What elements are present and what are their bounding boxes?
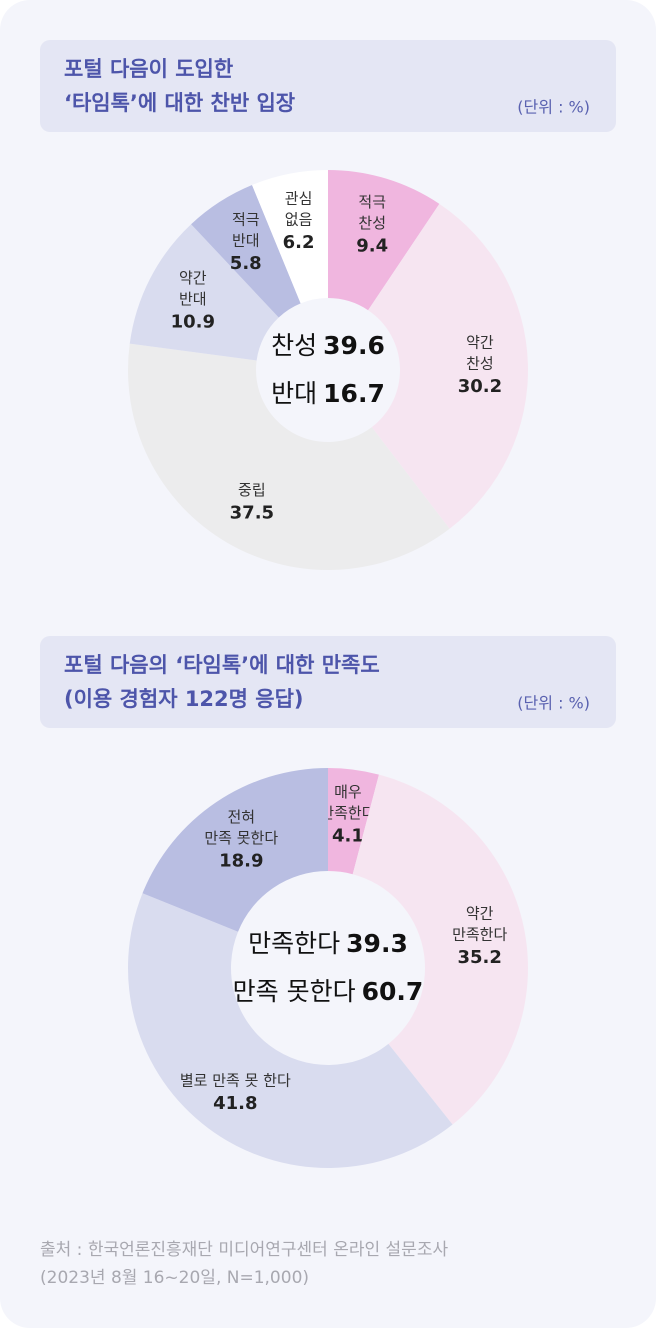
slice-label: 적극	[358, 193, 386, 211]
slice-label: 별로 만족 못 한다	[180, 1072, 291, 1090]
slice-label: 전혀	[227, 808, 255, 826]
slice-label: 중립	[238, 481, 266, 499]
slice-label: 관심	[285, 189, 313, 207]
chart-title: 포털 다음이 도입한	[64, 57, 233, 81]
donut-slice	[252, 170, 328, 304]
slice-value: 10.9	[171, 312, 215, 333]
slice-label: 만족 못한다	[204, 829, 278, 847]
source: (2023년 8월 16~20일, N=1,000)	[40, 1268, 309, 1288]
summary-label: 찬성	[271, 331, 317, 360]
summary-label: 만족한다	[248, 929, 340, 958]
slice-value: 35.2	[457, 947, 501, 968]
title-box	[40, 636, 616, 728]
slice-value: 5.8	[230, 253, 262, 274]
slice-label: 만족한다	[452, 926, 507, 944]
summary-label: 만족 못한다	[233, 977, 356, 1006]
summary: 만족 못한다 60.7	[233, 977, 424, 1006]
slice-value: 30.2	[458, 376, 502, 397]
slice-label: 약간	[466, 905, 494, 923]
slice-value: 18.9	[219, 851, 263, 872]
summary-value: 16.7	[323, 379, 385, 408]
slice-label: 약간	[466, 334, 494, 352]
slice-label: 반대	[179, 290, 207, 308]
slice-label: 찬성	[358, 214, 386, 232]
summary: 반대 16.7	[271, 379, 385, 408]
summary: 만족한다 39.3	[248, 929, 408, 958]
slice-value: 6.2	[283, 232, 315, 253]
chart-title: ‘타임톡’에 대한 찬반 입장	[64, 91, 295, 115]
donut-slice	[191, 184, 301, 318]
chart-title: 포털 다음의 ‘타임톡’에 대한 만족도	[64, 653, 380, 677]
summary-value: 60.7	[362, 977, 424, 1006]
donut-slice	[127, 893, 453, 1168]
summary-value: 39.3	[346, 929, 408, 958]
slice-value: 41.8	[213, 1093, 257, 1114]
donut-slice	[368, 203, 529, 529]
slice-label: 없음	[285, 210, 313, 228]
summary-value: 39.6	[323, 331, 385, 360]
source: 출처 : 한국언론진흥재단 미디어연구센터 온라인 설문조사	[40, 1240, 448, 1260]
title-box	[40, 40, 616, 132]
slice-value: 9.4	[356, 236, 388, 257]
slice-label: 약간	[179, 269, 207, 287]
donut-slice	[127, 343, 450, 570]
slice-label: 적극	[232, 211, 260, 229]
slice-value: 37.5	[230, 503, 274, 524]
summary: 찬성 39.6	[271, 331, 385, 360]
slice-label: 반대	[232, 232, 260, 250]
summary-label: 반대	[271, 379, 317, 408]
slice-value: 4.1	[332, 825, 364, 846]
donut-slice	[328, 170, 440, 311]
slice-label: 찬성	[466, 355, 494, 373]
donut-slice	[328, 768, 379, 875]
donut-slice	[142, 768, 328, 932]
unit-label: (단위 : %)	[517, 98, 590, 117]
slice-label: 만족한다	[320, 804, 375, 822]
chart-title: (이용 경험자 122명 응답)	[64, 687, 304, 711]
donut-slice	[129, 224, 279, 361]
unit-label: (단위 : %)	[517, 694, 590, 713]
donut-slice	[352, 774, 528, 1125]
slice-label: 매우	[334, 783, 362, 801]
